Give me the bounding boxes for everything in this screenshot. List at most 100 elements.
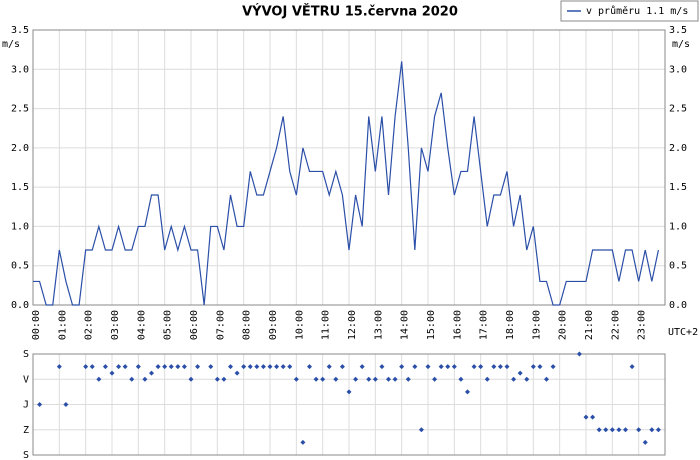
plot-border (32, 29, 666, 306)
wind-direction-point (418, 427, 424, 433)
wind-direction-point (280, 364, 286, 370)
x-tick-label: 11:00 (321, 310, 332, 340)
wind-direction-point (109, 370, 115, 376)
wind-direction-point (392, 376, 398, 382)
wind-direction-point (451, 364, 457, 370)
x-tick-label: 05:00 (163, 310, 174, 340)
wind-direction-point (300, 439, 306, 445)
wind-direction-point (544, 376, 549, 382)
wind-direction-point (576, 351, 582, 357)
x-tick-label: 00:00 (31, 310, 42, 340)
wind-direction-point (491, 364, 497, 370)
wind-direction-point (142, 376, 148, 382)
wind-direction-point (583, 414, 589, 420)
y-unit-right: m/s (672, 39, 690, 50)
y-tick-label: J (23, 400, 29, 411)
wind-direction-point (550, 364, 556, 370)
wind-direction-point (214, 376, 220, 382)
wind-direction-point (609, 427, 615, 433)
wind-direction-point (405, 376, 411, 382)
x-tick-label: 13:00 (373, 310, 384, 340)
wind-direction-point (484, 376, 490, 382)
wind-direction-point (465, 389, 470, 395)
wind-direction-point (379, 364, 385, 370)
wind-direction-point (432, 376, 438, 382)
x-tick-label: 16:00 (452, 310, 463, 340)
x-tick-label: 02:00 (84, 310, 95, 340)
wind-direction-point (616, 427, 622, 433)
y-tick-label: V (23, 374, 29, 385)
y-tick-label-right: 2.0 (669, 143, 687, 154)
wind-direction-point (445, 364, 451, 370)
wind-direction-point (530, 364, 536, 370)
x-tick-label: 22:00 (610, 310, 621, 340)
wind-direction-point (333, 376, 339, 382)
wind-direction-point (175, 364, 181, 370)
wind-direction-point (537, 364, 543, 370)
y-tick-label: 1.5 (11, 182, 29, 193)
legend-box (560, 0, 699, 22)
wind-direction-point (353, 376, 359, 382)
wind-direction-point (497, 364, 503, 370)
wind-direction-point (208, 364, 214, 370)
x-tick-label: 01:00 (57, 310, 68, 340)
wind-direction-point (629, 364, 635, 370)
wind-direction-point (313, 376, 319, 382)
x-tick-label: 04:00 (136, 310, 147, 340)
y-tick-label-right: 1.0 (669, 221, 687, 232)
x-tick-label: 23:00 (637, 310, 648, 340)
wind-direction-point (122, 364, 128, 370)
wind-direction-point (478, 364, 484, 370)
wind-direction-point (320, 376, 326, 382)
wind-speed-line (33, 61, 660, 306)
x-tick-label: 12:00 (347, 310, 358, 340)
wind-direction-point (56, 364, 62, 370)
wind-direction-point (425, 364, 431, 370)
wind-direction-point (247, 364, 253, 370)
wind-direction-point (37, 402, 43, 407)
y-tick-label: 2.0 (11, 143, 29, 154)
y-tick-label: 0.0 (11, 300, 29, 311)
wind-direction-point (83, 364, 89, 370)
y-tick-label-right: 2.5 (669, 104, 687, 115)
timezone-note: UTC+2 (668, 327, 698, 338)
wind-direction-point (623, 427, 628, 433)
wind-direction-point (386, 376, 391, 382)
y-tick-label-right: 0.5 (669, 261, 687, 272)
wind-direction-point (399, 364, 405, 370)
y-unit-left: m/s (2, 39, 20, 50)
wind-direction-point (162, 364, 168, 370)
wind-direction-point (155, 364, 161, 370)
wind-direction-point (228, 364, 233, 370)
wind-direction-point (642, 439, 648, 445)
x-tick-label: 20:00 (558, 310, 569, 340)
y-tick-label-right: 3.5 (669, 25, 687, 36)
x-tick-label: 17:00 (479, 310, 490, 340)
wind-direction-point (116, 364, 122, 370)
wind-direction-point (274, 364, 280, 370)
wind-direction-point (260, 364, 266, 370)
wind-direction-point (267, 364, 273, 370)
y-tick-label-right: 0.0 (669, 300, 687, 311)
wind-direction-point (636, 427, 642, 433)
wind-direction-point (339, 364, 345, 370)
wind-direction-point (590, 414, 596, 420)
wind-direction-point (366, 376, 372, 382)
wind-direction-point (181, 364, 187, 370)
wind-direction-point (504, 364, 510, 370)
wind-direction-point (372, 376, 378, 382)
x-tick-label: 03:00 (110, 310, 121, 340)
wind-direction-point (168, 364, 174, 370)
wind-direction-point (655, 427, 661, 433)
wind-direction-point (438, 364, 444, 370)
wind-direction-point (221, 376, 227, 382)
wind-direction-point (149, 370, 154, 376)
wind-direction-point (234, 370, 240, 376)
y-tick-label: 3.0 (11, 64, 29, 75)
y-tick-label: 1.0 (11, 221, 29, 232)
x-tick-label: 18:00 (505, 310, 516, 340)
legend-label: v průměru 1.1 m/s (586, 5, 688, 17)
wind-direction-point (89, 364, 95, 370)
wind-direction-point (458, 376, 464, 382)
